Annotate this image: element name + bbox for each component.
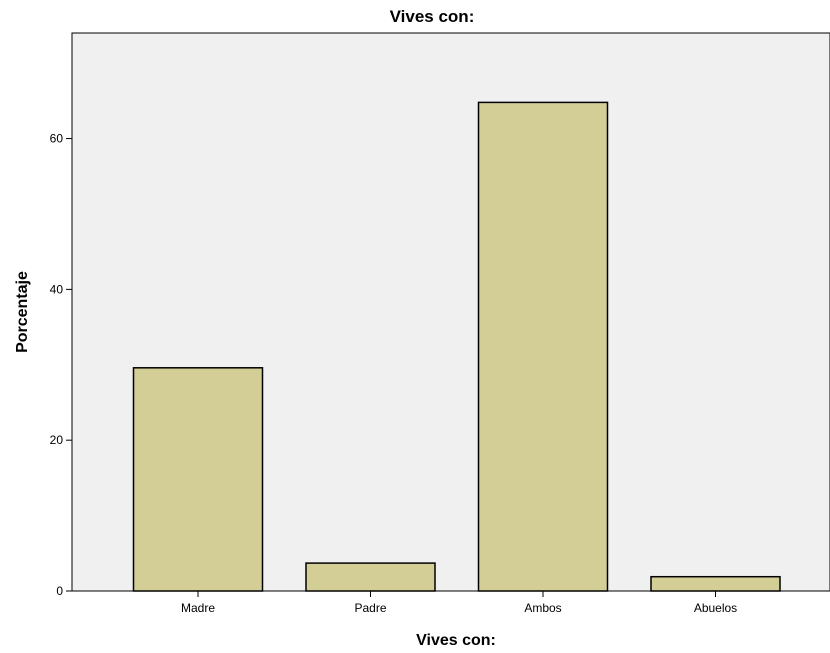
x-tick-label: Ambos [524,601,561,615]
y-axis: 0 20 40 60 [50,132,72,598]
x-axis-title: Vives con: [416,632,496,649]
bar-ambos [477,101,609,592]
x-axis: Madre Padre Ambos Abuelos [181,591,737,615]
x-tick-label: Madre [181,601,215,615]
bar-abuelos [650,575,781,592]
x-tick-label: Padre [354,601,386,615]
y-tick-label: 20 [50,433,64,447]
bars-group [132,101,781,592]
y-axis-title: Porcentaje [14,271,31,353]
bar-madre [132,367,264,592]
chart-title: Vives con: [390,7,475,26]
x-tick-label: Abuelos [694,601,737,615]
y-tick-label: 0 [56,584,63,598]
y-tick-label: 60 [50,132,64,146]
bar-padre [305,562,436,592]
y-tick-label: 40 [50,282,64,296]
